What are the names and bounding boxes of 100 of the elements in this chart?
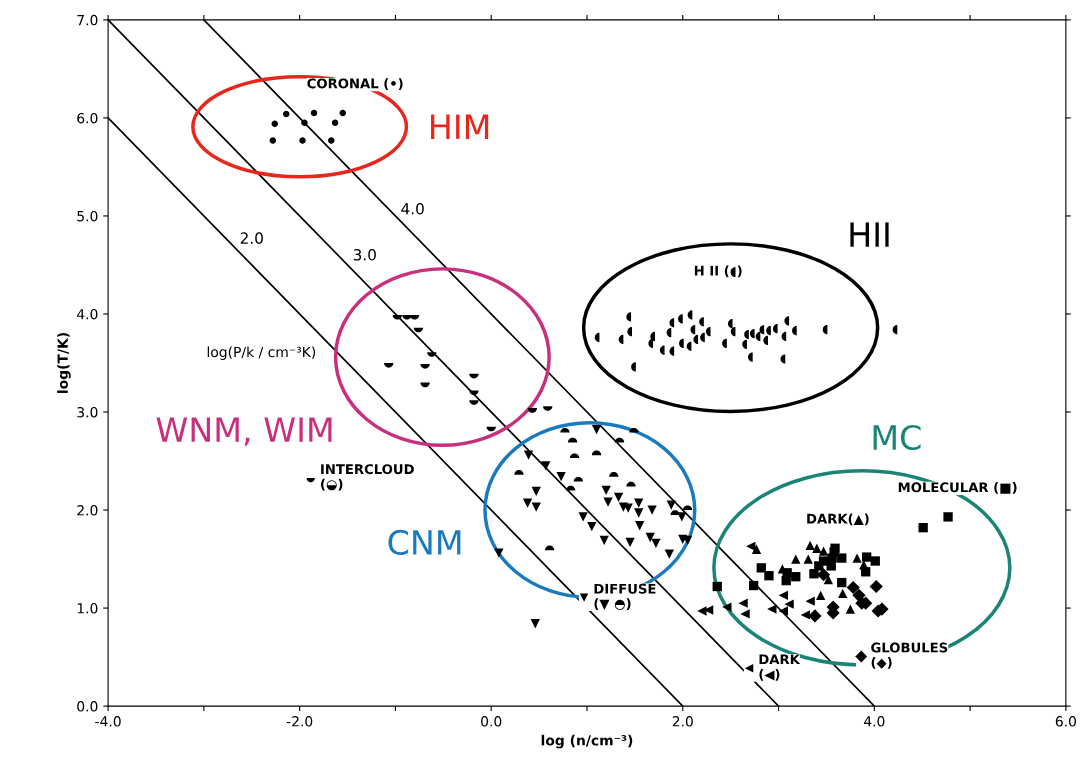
legend-label: DIFFUSE (▼ ◓) <box>594 583 656 611</box>
legend-label: DARK (◀) <box>759 654 801 681</box>
point <box>635 521 645 531</box>
point <box>651 538 661 549</box>
y-tick-label: 7.0 <box>77 14 98 26</box>
point <box>838 588 848 599</box>
annotation: WNM, WIM <box>156 417 332 446</box>
x-tick-label: -4.0 <box>95 716 121 727</box>
point <box>738 598 748 608</box>
x-tick-label: 2.0 <box>672 716 693 727</box>
y-tick-label: 6.0 <box>77 112 98 124</box>
series-label: MOLECULAR (■) <box>898 482 1017 494</box>
x-tick-label: 4.0 <box>863 716 885 727</box>
point <box>530 619 540 629</box>
point <box>767 604 777 614</box>
y-tick-label: 1.0 <box>77 603 98 614</box>
point <box>861 552 872 562</box>
series-label: 3.0 <box>353 249 376 261</box>
point <box>494 548 504 558</box>
point <box>812 543 822 553</box>
point <box>837 553 847 563</box>
point <box>852 553 862 563</box>
series-label: 2.0 <box>240 232 263 244</box>
point <box>778 590 788 600</box>
point <box>816 568 831 582</box>
series-label: 4.0 <box>401 202 424 215</box>
point <box>556 472 566 482</box>
point <box>282 110 290 118</box>
y-tick-label: 4.0 <box>76 308 98 320</box>
point <box>846 580 860 595</box>
annotation: MC <box>873 424 921 451</box>
point <box>818 546 829 556</box>
point <box>722 602 732 612</box>
point <box>808 609 822 623</box>
point <box>599 535 609 546</box>
point <box>647 505 657 515</box>
point <box>299 137 306 144</box>
y-tick-label: 5.0 <box>77 210 98 222</box>
point <box>677 512 687 522</box>
y-tick-label: 0.0 <box>77 701 98 712</box>
point <box>845 604 856 614</box>
point <box>803 554 813 564</box>
x-axis-title: log (n/cm⁻³) <box>541 734 633 749</box>
point <box>339 109 347 117</box>
point <box>778 606 788 616</box>
point <box>310 109 318 117</box>
point <box>791 554 801 564</box>
point <box>523 450 534 460</box>
point <box>805 540 815 550</box>
legend-label: INTERCLOUD (◒) <box>321 464 414 491</box>
annotation: HIM <box>431 114 489 139</box>
point <box>531 502 541 512</box>
point <box>818 556 829 566</box>
point <box>301 119 308 127</box>
annotation: log(P/k / cm⁻³K) <box>207 346 316 360</box>
point <box>826 561 836 571</box>
y-axis-title: log(T/K) <box>57 333 71 393</box>
point <box>522 498 533 508</box>
point <box>781 575 791 586</box>
point <box>784 599 794 609</box>
point <box>809 569 819 579</box>
point <box>601 485 611 496</box>
y-tick-label: 2.0 <box>77 505 98 516</box>
point <box>613 492 624 502</box>
x-tick-label: 0.0 <box>481 716 502 727</box>
point <box>918 523 928 533</box>
point <box>748 580 759 591</box>
point <box>756 563 766 573</box>
point <box>830 543 840 553</box>
point <box>816 590 826 600</box>
point <box>645 532 655 543</box>
point <box>740 609 750 619</box>
point <box>591 424 602 435</box>
legend-label: GLOBULES (◆) <box>871 642 948 669</box>
point <box>712 581 722 592</box>
annotation: CNM <box>388 529 461 555</box>
point <box>943 512 953 522</box>
text: H II (◖) <box>694 265 742 278</box>
point <box>805 596 815 606</box>
point <box>666 500 676 510</box>
point <box>578 512 588 522</box>
point <box>697 606 707 616</box>
series-label: DARK(▲) <box>807 513 869 526</box>
series-label: CORONAL (•) <box>307 78 403 90</box>
point <box>331 119 339 127</box>
point <box>603 497 613 507</box>
point <box>328 137 335 144</box>
point <box>269 137 277 144</box>
point <box>625 537 635 548</box>
y-tick-label: 3.0 <box>77 406 98 418</box>
point <box>664 549 675 559</box>
point <box>861 567 871 577</box>
point <box>837 577 847 588</box>
point <box>634 508 644 518</box>
point <box>791 572 801 582</box>
point <box>870 556 880 566</box>
point <box>764 571 774 581</box>
point <box>531 486 541 497</box>
point <box>541 461 551 471</box>
x-tick-label: 6.0 <box>1055 716 1076 727</box>
